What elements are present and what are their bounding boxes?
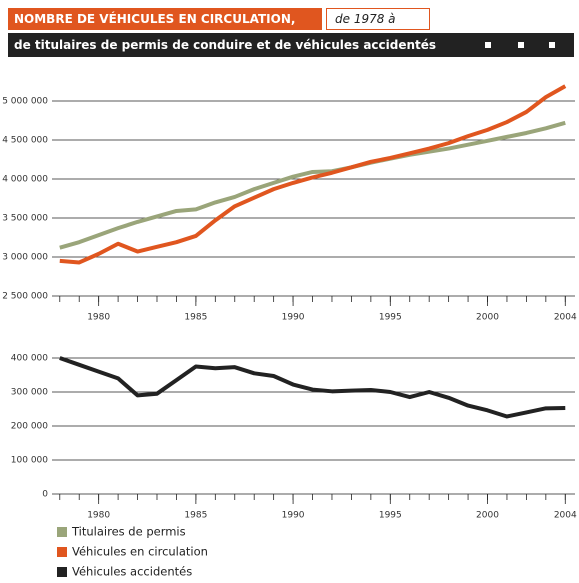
x-tick-label: 1995 [379, 511, 402, 521]
line-series [59, 356, 566, 419]
legend-swatch [57, 567, 67, 577]
decor [518, 42, 524, 48]
legend-label: Véhicules en circulation [72, 545, 208, 559]
decor [549, 42, 555, 48]
x-tick-label: 2004 [554, 511, 577, 521]
x-tick-label: 1985 [184, 511, 207, 521]
decor [485, 42, 491, 48]
legend-swatch [57, 527, 67, 537]
y-tick-label: 3 000 000 [2, 253, 48, 263]
y-tick-label: 200 000 [11, 422, 48, 432]
y-tick-label: 0 [42, 490, 48, 500]
x-tick-label: 1990 [282, 313, 305, 323]
y-tick-label: 400 000 [11, 354, 48, 364]
y-tick-label: 4 500 000 [2, 136, 48, 146]
legend-label: Véhicules accidentés [72, 565, 192, 579]
y-tick-label: 4 000 000 [2, 175, 48, 185]
line-series [59, 84, 567, 265]
y-tick-label: 2 500 000 [2, 292, 48, 302]
title: NOMBRE DE VÉHICULES EN CIRCULATION, [8, 8, 322, 30]
x-tick-label: 1980 [87, 511, 110, 521]
y-tick-label: 100 000 [11, 456, 48, 466]
x-tick-label: 2000 [476, 511, 499, 521]
legend-label: Titulaires de permis [71, 525, 186, 539]
x-tick-label: 1995 [379, 313, 402, 323]
x-tick-label: 1980 [87, 313, 110, 323]
line-series [59, 120, 566, 250]
x-tick-label: 1990 [282, 511, 305, 521]
y-tick-label: 300 000 [11, 388, 48, 398]
legend-swatch [57, 547, 67, 557]
y-tick-label: 5 000 000 [2, 97, 48, 107]
y-tick-label: 3 500 000 [2, 214, 48, 224]
subtitle: de titulaires de permis de conduire et d… [8, 33, 574, 57]
x-tick-label: 1985 [184, 313, 207, 323]
x-tick-label: 2000 [476, 313, 499, 323]
x-tick-label: 2004 [554, 313, 577, 323]
